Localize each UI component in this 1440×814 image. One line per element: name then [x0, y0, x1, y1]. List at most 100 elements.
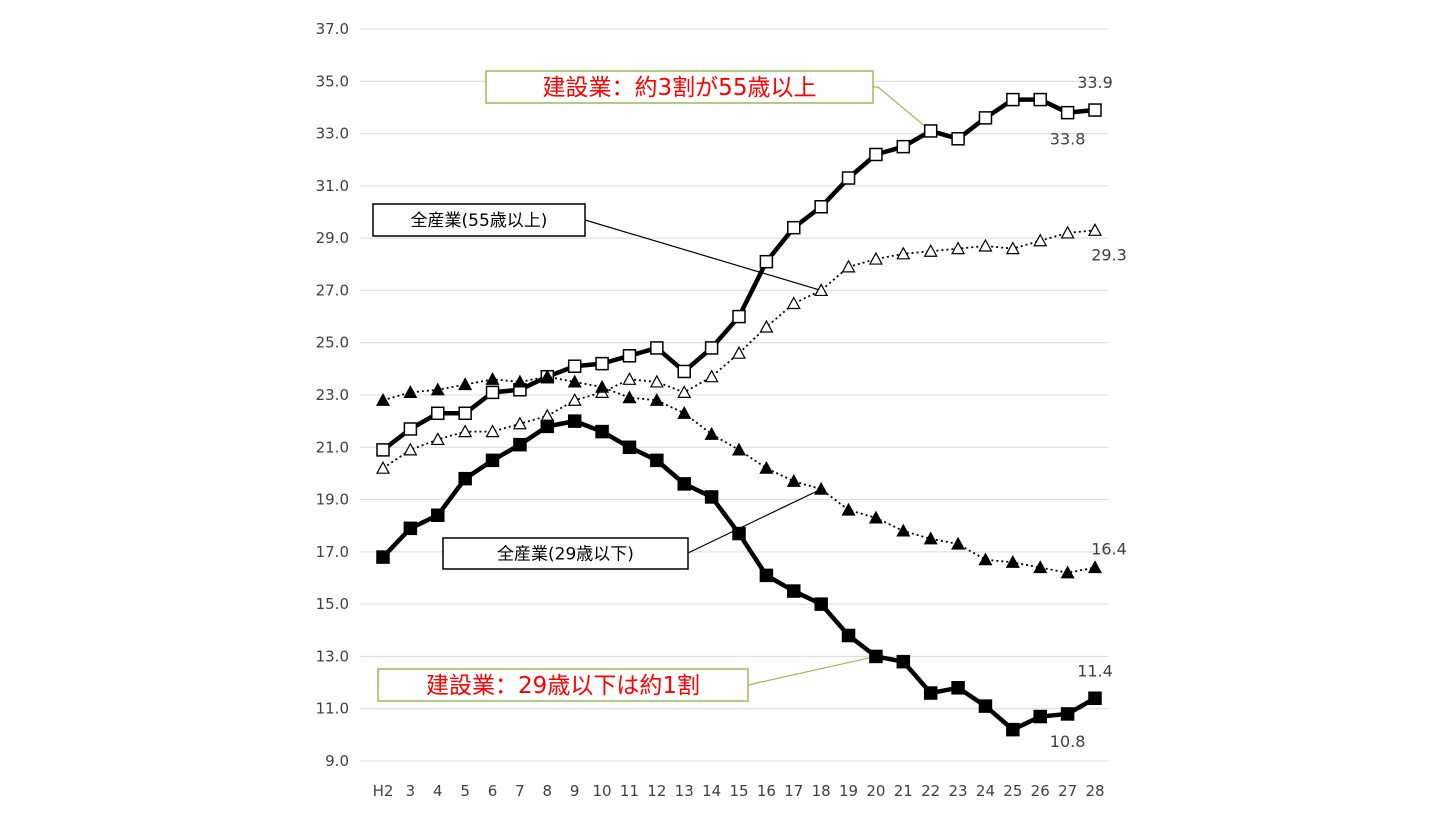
data-point [1060, 225, 1075, 239]
data-point [978, 552, 993, 566]
x-tick-label: 4 [433, 782, 443, 800]
data-labels: 33.9 33.8 29.3 16.4 11.4 10.8 [1050, 73, 1127, 751]
data-point [677, 477, 691, 491]
data-point [951, 536, 966, 550]
data-point [649, 374, 664, 388]
data-point [1088, 103, 1102, 117]
x-tick-label: 17 [784, 782, 803, 800]
annotation-connectors [584, 86, 932, 686]
callout-line [584, 219, 822, 292]
data-point [485, 424, 500, 438]
data-point [704, 341, 719, 355]
data-label: 11.4 [1077, 661, 1113, 680]
data-point [731, 345, 747, 359]
data-point [759, 568, 774, 583]
data-point [923, 531, 938, 545]
data-point [595, 424, 609, 439]
data-point [622, 440, 637, 455]
data-point [704, 490, 719, 504]
series-1 [375, 223, 1103, 474]
data-point [731, 442, 747, 456]
data-point [951, 132, 965, 146]
x-tick-label: 18 [812, 782, 831, 800]
data-point [485, 385, 500, 400]
data-label: 33.9 [1077, 73, 1113, 92]
x-tick-label: 7 [515, 782, 525, 800]
data-point [403, 385, 418, 398]
data-point [458, 471, 472, 486]
data-point [458, 406, 472, 421]
data-point [978, 699, 993, 713]
x-tick-label: 21 [894, 782, 913, 800]
data-point [1006, 722, 1020, 737]
data-point [512, 374, 527, 388]
data-point [732, 526, 746, 541]
y-tick-label: 31.0 [316, 177, 349, 195]
data-point [595, 356, 609, 371]
data-point [732, 309, 746, 324]
series-line [382, 229, 1096, 469]
data-point [567, 359, 582, 373]
y-axis-ticks: 9.0 11.0 13.0 15.0 17.0 19.0 21.0 23.0 25.0 27.0 2… [316, 20, 349, 770]
data-point [1033, 560, 1048, 574]
data-point [787, 584, 801, 598]
data-point [814, 200, 828, 214]
y-tick-label: 9.0 [325, 752, 349, 770]
data-label: 29.3 [1091, 245, 1127, 264]
data-point [923, 243, 938, 257]
x-tick-label: 16 [757, 782, 776, 800]
data-point [540, 408, 555, 422]
data-point [1006, 92, 1020, 107]
data-point [868, 251, 883, 265]
data-point [1005, 555, 1020, 568]
annotation-box [372, 203, 586, 237]
data-point [677, 364, 691, 379]
x-tick-label: 9 [570, 782, 580, 800]
data-point [430, 382, 445, 396]
x-tick-label: 8 [543, 782, 553, 800]
y-tick-label: 23.0 [316, 386, 349, 404]
data-point [841, 259, 856, 273]
data-label: 10.8 [1050, 732, 1086, 751]
y-tick-label: 35.0 [316, 72, 349, 90]
data-point [759, 254, 774, 269]
data-point [567, 414, 582, 428]
y-tick-label: 17.0 [316, 543, 349, 561]
data-point [841, 502, 856, 516]
y-tick-label: 13.0 [316, 647, 349, 665]
data-point [622, 349, 637, 363]
data-point [458, 424, 473, 438]
data-point [458, 377, 473, 391]
data-point [1060, 565, 1075, 579]
x-tick-label: 23 [949, 782, 968, 800]
data-point [376, 550, 390, 564]
y-tick-label: 29.0 [316, 229, 349, 247]
data-point [1060, 105, 1075, 120]
annotation-box [377, 668, 749, 702]
data-point [951, 681, 965, 695]
data-point [403, 422, 418, 436]
y-tick-label: 25.0 [316, 334, 349, 352]
data-point [567, 392, 582, 406]
x-tick-label: 12 [647, 782, 666, 800]
data-point [704, 426, 719, 440]
y-tick-label: 33.0 [316, 125, 349, 143]
data-point [704, 369, 719, 383]
data-point [1087, 223, 1103, 236]
data-label: 16.4 [1091, 540, 1127, 559]
data-point [786, 296, 801, 310]
data-point [869, 147, 883, 162]
x-tick-label: 5 [460, 782, 470, 800]
data-point [375, 392, 391, 406]
data-point [1087, 560, 1103, 574]
series-0 [376, 92, 1102, 457]
x-tick-label: 28 [1085, 782, 1104, 800]
x-axis-ticks: H2 3 4 5 6 7 8 9 10 11 12 13 14 15 16 17 18 19 20 21 22 23 24 2… [373, 782, 1105, 800]
y-tick-label: 15.0 [316, 595, 349, 613]
data-point [403, 442, 418, 456]
data-point [375, 460, 391, 474]
data-point [951, 241, 966, 255]
callout-line [747, 655, 877, 686]
